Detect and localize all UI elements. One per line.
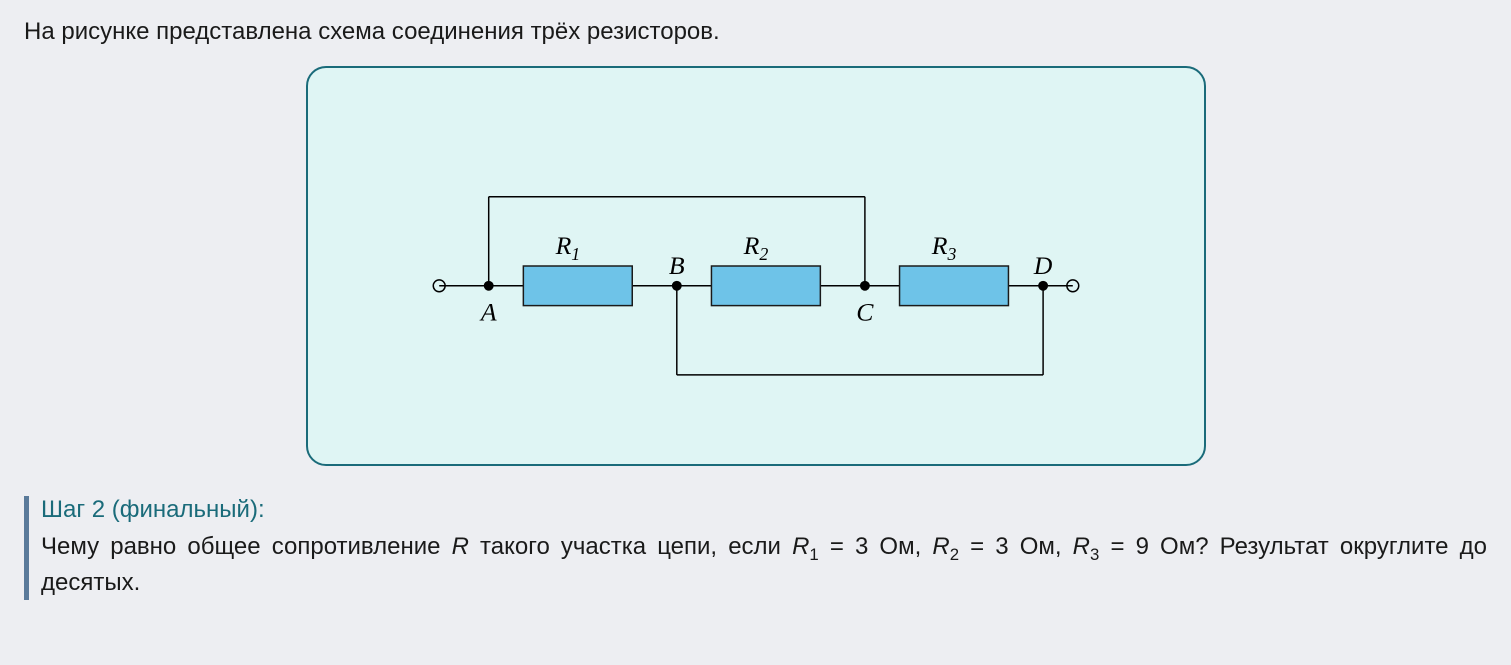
node-label-a: A	[478, 297, 496, 326]
step-title: Шаг 2 (финальный):	[41, 496, 1487, 524]
node-label-b: B	[668, 251, 684, 280]
step-question: Чему равно общее сопротивление R такого …	[41, 530, 1487, 600]
circuit-svg: A R1 B R2 C R3 D	[308, 68, 1204, 464]
node-label-c: C	[856, 297, 874, 326]
problem-intro-text: На рисунке представлена схема соединения…	[24, 18, 1487, 46]
circuit-diagram: A R1 B R2 C R3 D	[306, 66, 1206, 466]
node-label-d: D	[1032, 251, 1052, 280]
resistor-label-r1: R1	[554, 231, 580, 264]
step-section: Шаг 2 (финальный): Чему равно общее сопр…	[24, 496, 1487, 600]
resistor-label-r2: R2	[742, 231, 768, 264]
resistor-label-r3: R3	[930, 231, 956, 264]
